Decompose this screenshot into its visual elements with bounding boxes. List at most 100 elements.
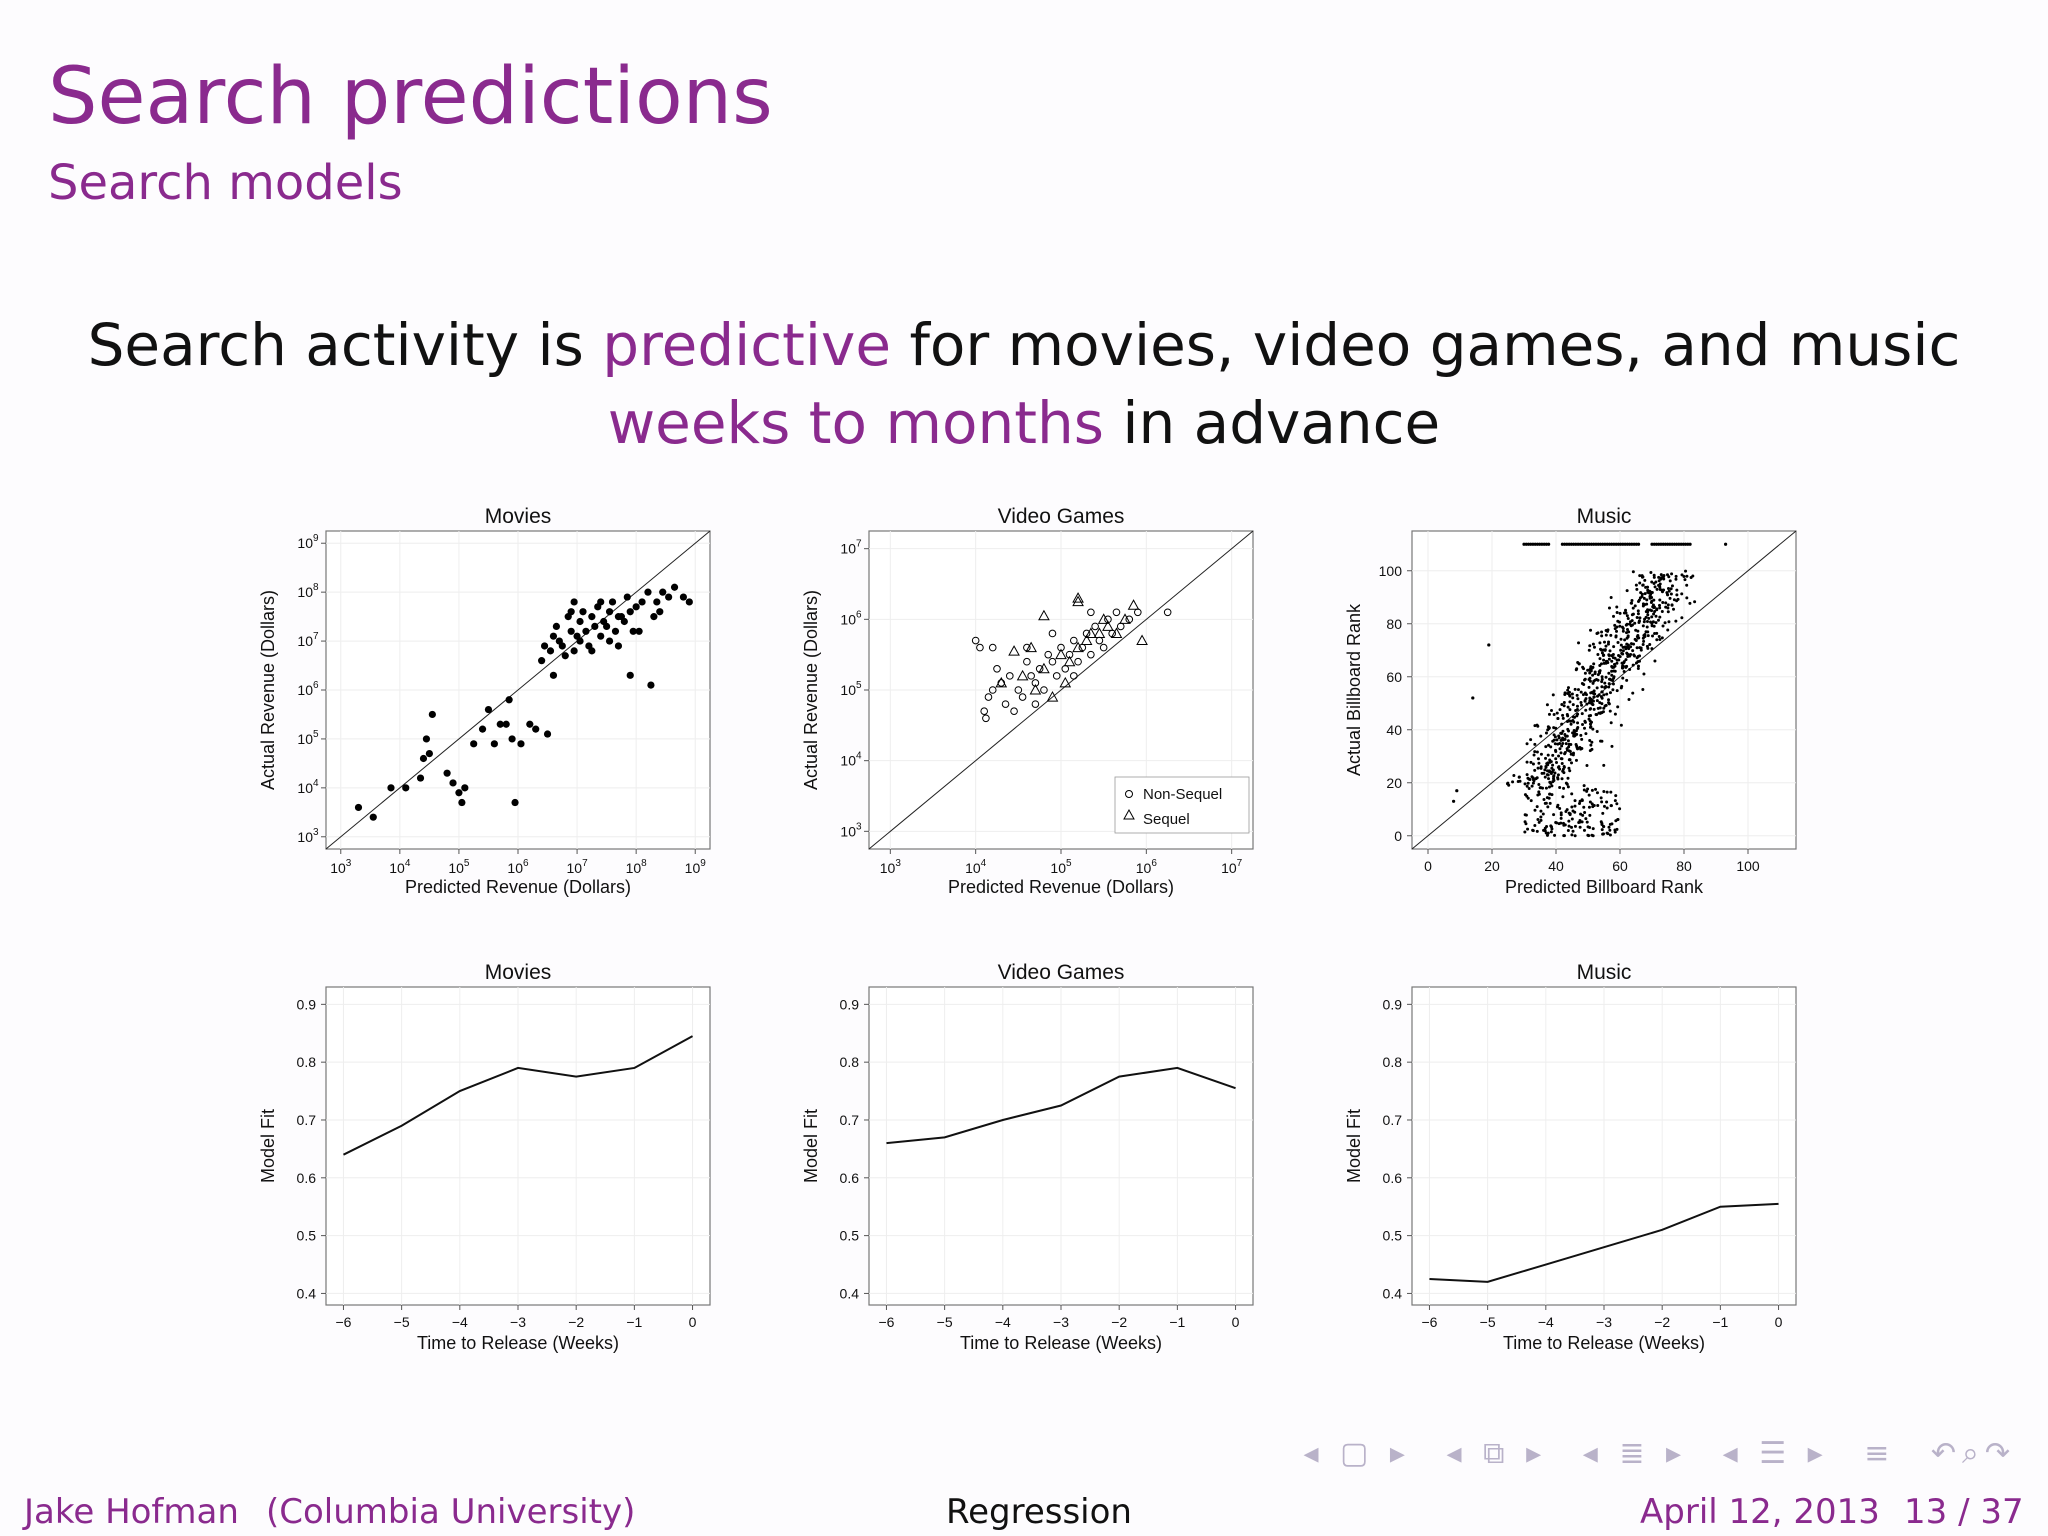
data-point (1614, 794, 1618, 798)
data-point (1681, 542, 1685, 546)
data-point-sequel (1072, 595, 1084, 607)
chart-title: Music (1577, 505, 1632, 528)
data-point (1600, 739, 1604, 743)
data-point (1625, 636, 1629, 640)
data-point (549, 671, 558, 679)
data-point (1590, 740, 1594, 744)
data-point (1573, 824, 1577, 828)
y-tick-label: 80 (1386, 616, 1402, 632)
x-tick-label: −5 (937, 1314, 953, 1330)
section-nav[interactable]: ◂ ≣ ▸ (1582, 1436, 1688, 1471)
data-point (1636, 612, 1640, 616)
data-point (1533, 824, 1537, 828)
x-tick-label: −3 (1053, 1314, 1069, 1330)
data-point (1579, 812, 1583, 816)
data-point (1531, 778, 1535, 782)
data-point (1655, 587, 1659, 591)
data-point (1580, 712, 1584, 716)
data-point (1538, 542, 1542, 546)
data-point (1619, 637, 1623, 641)
data-point-sequel (1025, 641, 1037, 653)
data-point (416, 774, 425, 782)
x-tick-label: 40 (1548, 858, 1564, 874)
data-point (422, 735, 431, 743)
data-point (1591, 827, 1595, 831)
y-axis-label: Model Fit (1344, 1109, 1364, 1183)
data-point (1602, 658, 1606, 662)
data-point (591, 622, 599, 631)
data-point (1592, 542, 1596, 546)
data-point (1642, 620, 1646, 624)
legend-label: Sequel (1143, 811, 1190, 828)
data-point (1532, 753, 1536, 757)
frame-nav[interactable]: ◂ ▢ ▸ (1303, 1436, 1411, 1471)
data-point (1545, 833, 1549, 837)
data-point (1636, 629, 1640, 633)
x-tick-label: 103 (330, 858, 352, 876)
data-point (1609, 804, 1613, 808)
tick-exponent: 4 (856, 751, 862, 762)
data-point (1682, 575, 1686, 579)
data-point (605, 637, 614, 645)
data-point (1635, 661, 1639, 665)
outline-nav[interactable]: ◂ ☰ ▸ (1722, 1436, 1829, 1471)
data-point (1574, 729, 1578, 733)
data-point (1653, 585, 1657, 589)
data-point (1558, 708, 1562, 712)
data-point (1636, 542, 1641, 546)
data-point (1662, 573, 1666, 577)
data-point (1602, 763, 1606, 767)
data-point (1598, 706, 1602, 710)
data-point (1605, 692, 1609, 696)
x-tick-label: 106 (507, 858, 529, 876)
data-point (1605, 831, 1609, 835)
data-point (1605, 806, 1609, 810)
tick-base: 10 (626, 860, 642, 876)
data-point (1611, 688, 1615, 692)
data-point (1591, 805, 1595, 809)
data-point (1574, 758, 1578, 762)
data-point (1555, 821, 1559, 825)
data-point (1659, 542, 1663, 546)
data-point (629, 627, 637, 635)
data-point (1539, 765, 1543, 769)
data-point (1586, 668, 1590, 672)
data-point (588, 647, 596, 655)
data-point (402, 784, 410, 792)
data-point (1612, 542, 1616, 546)
data-point (1640, 592, 1644, 596)
x-tick-label: 60 (1612, 858, 1628, 874)
data-point (1567, 749, 1571, 753)
data-point (1625, 614, 1629, 618)
data-point (1558, 807, 1562, 811)
tick-base: 10 (840, 753, 856, 769)
data-point (1537, 761, 1541, 765)
data-point (1594, 712, 1598, 716)
tick-exponent: 9 (313, 533, 319, 544)
data-point (1654, 621, 1658, 625)
subsection-nav[interactable]: ◂ ⧉ ▸ (1446, 1436, 1548, 1471)
data-point (1588, 825, 1592, 829)
data-point (665, 593, 673, 601)
data-point (1636, 664, 1640, 668)
data-point (1561, 795, 1565, 799)
data-point (1684, 569, 1688, 573)
data-point (1602, 640, 1606, 644)
data-point (1627, 698, 1631, 702)
data-point (1563, 752, 1567, 756)
search-controls[interactable]: ↶⌕↷ (1930, 1436, 2016, 1471)
y-tick-label: 0.9 (840, 996, 860, 1012)
data-point (1634, 542, 1638, 546)
data-point (1657, 575, 1661, 579)
data-point-non-sequel (1031, 700, 1040, 708)
data-point (1452, 799, 1456, 803)
data-point (1575, 744, 1579, 748)
data-point-non-sequel (1044, 650, 1052, 659)
list-icon[interactable]: ≡ (1864, 1436, 1896, 1471)
data-point (1611, 679, 1615, 683)
data-point (1529, 738, 1533, 742)
data-point (1615, 689, 1619, 693)
data-point (1529, 542, 1533, 546)
data-point (1647, 591, 1651, 595)
data-point-sequel (1119, 613, 1131, 624)
